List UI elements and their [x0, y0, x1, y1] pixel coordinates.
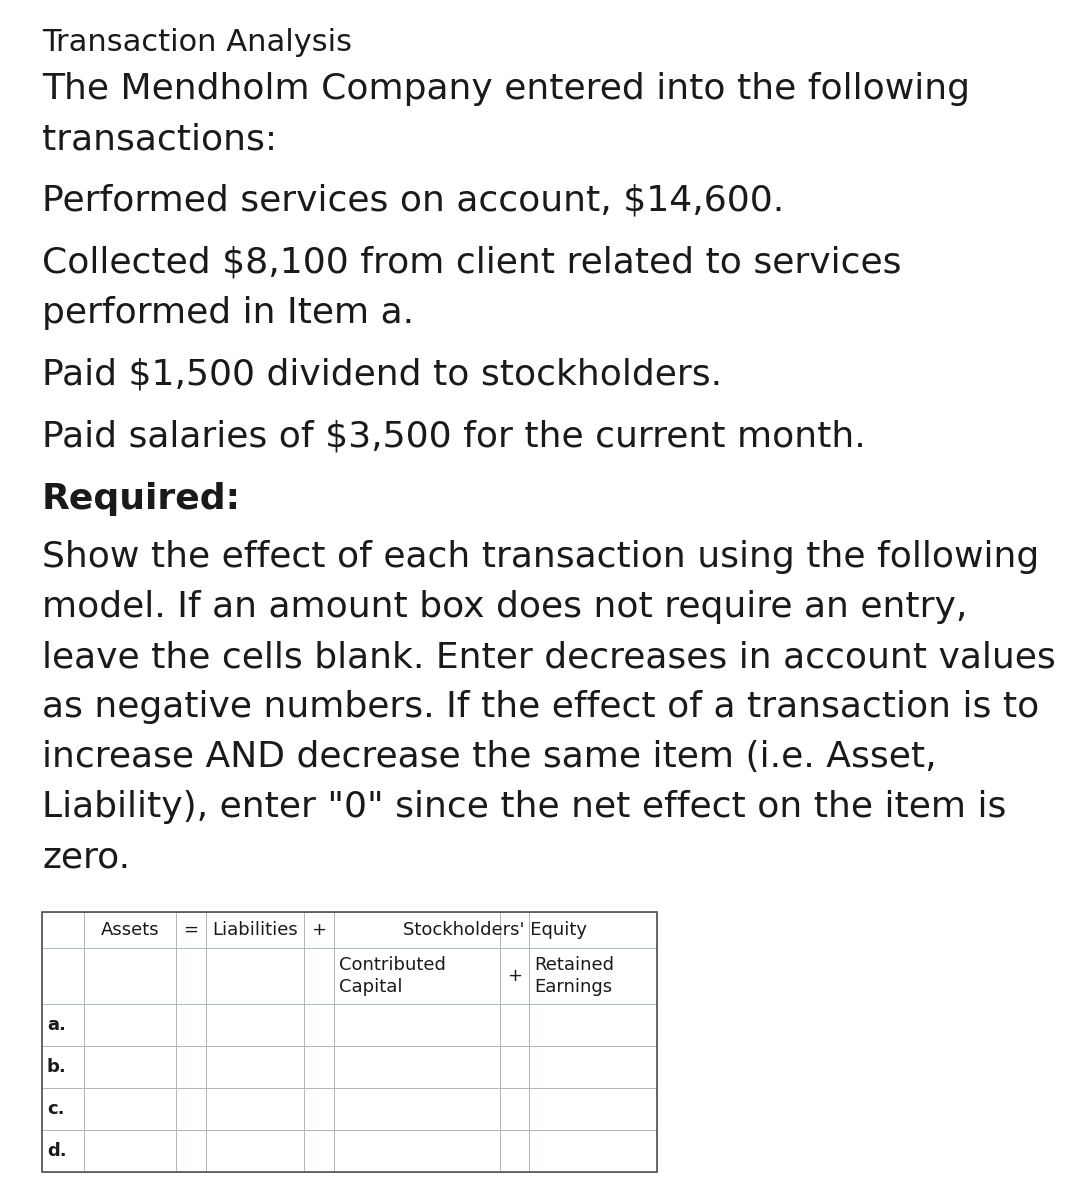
Bar: [176, 911, 205, 948]
Text: Show the effect of each transaction using the following: Show the effect of each transaction usin…: [42, 541, 1039, 574]
Bar: [303, 1046, 334, 1088]
Bar: [42, 1046, 84, 1088]
Bar: [205, 1088, 303, 1131]
Bar: [42, 911, 84, 948]
Bar: [205, 1131, 303, 1171]
Bar: [529, 948, 657, 1004]
Bar: [303, 1131, 334, 1171]
Text: d.: d.: [48, 1143, 67, 1159]
Bar: [176, 1046, 205, 1088]
Text: Performed services on account, $14,600.: Performed services on account, $14,600.: [42, 184, 784, 218]
Text: model. If an amount box does not require an entry,: model. If an amount box does not require…: [42, 590, 968, 624]
Bar: [334, 1131, 500, 1171]
Bar: [176, 948, 205, 1004]
Bar: [529, 911, 657, 948]
Bar: [334, 948, 500, 1004]
Bar: [176, 1131, 205, 1171]
Bar: [529, 1046, 657, 1088]
Bar: [205, 1046, 303, 1088]
Bar: [334, 1088, 500, 1131]
Bar: [500, 1004, 529, 1046]
Bar: [42, 948, 84, 1004]
Text: Paid salaries of $3,500 for the current month.: Paid salaries of $3,500 for the current …: [42, 420, 866, 454]
Bar: [500, 1131, 529, 1171]
Text: Retained
Earnings: Retained Earnings: [535, 956, 615, 996]
Bar: [84, 948, 176, 1004]
Text: +: +: [311, 921, 326, 939]
Bar: [84, 911, 176, 948]
Bar: [500, 948, 529, 1004]
Text: Required:: Required:: [42, 482, 241, 517]
Bar: [205, 1004, 303, 1046]
Text: Assets: Assets: [100, 921, 159, 939]
Bar: [500, 911, 529, 948]
Text: performed in Item a.: performed in Item a.: [42, 296, 414, 330]
Text: Collected $8,100 from client related to services: Collected $8,100 from client related to …: [42, 246, 902, 281]
Text: as negative numbers. If the effect of a transaction is to: as negative numbers. If the effect of a …: [42, 690, 1039, 724]
Text: The Mendholm Company entered into the following: The Mendholm Company entered into the fo…: [42, 72, 970, 106]
Text: +: +: [507, 967, 522, 985]
Bar: [334, 1046, 500, 1088]
Bar: [42, 1088, 84, 1131]
Text: a.: a.: [48, 1016, 66, 1034]
Text: c.: c.: [48, 1100, 65, 1119]
Bar: [529, 1131, 657, 1171]
Bar: [84, 1088, 176, 1131]
Bar: [303, 911, 334, 948]
Bar: [84, 1131, 176, 1171]
Bar: [529, 1004, 657, 1046]
Text: Paid $1,500 dividend to stockholders.: Paid $1,500 dividend to stockholders.: [42, 358, 723, 393]
Bar: [500, 1088, 529, 1131]
Text: Liability), enter "0" since the net effect on the item is: Liability), enter "0" since the net effe…: [42, 790, 1007, 824]
Bar: [42, 911, 657, 1171]
Text: zero.: zero.: [42, 840, 130, 874]
Text: transactions:: transactions:: [42, 122, 278, 157]
Bar: [176, 1088, 205, 1131]
Text: =: =: [184, 921, 199, 939]
Text: Stockholders' Equity: Stockholders' Equity: [403, 921, 588, 939]
Text: Transaction Analysis: Transaction Analysis: [42, 28, 352, 57]
Text: b.: b.: [48, 1058, 67, 1076]
Text: increase AND decrease the same item (i.e. Asset,: increase AND decrease the same item (i.e…: [42, 740, 936, 774]
Bar: [334, 1004, 500, 1046]
Bar: [205, 911, 303, 948]
Bar: [303, 1088, 334, 1131]
Bar: [334, 911, 500, 948]
Text: Liabilities: Liabilities: [212, 921, 298, 939]
Bar: [529, 1088, 657, 1131]
Bar: [500, 1046, 529, 1088]
Bar: [42, 1004, 84, 1046]
Text: leave the cells blank. Enter decreases in account values: leave the cells blank. Enter decreases i…: [42, 641, 1056, 674]
Bar: [84, 1004, 176, 1046]
Bar: [205, 948, 303, 1004]
Text: Contributed
Capital: Contributed Capital: [338, 956, 445, 996]
Bar: [303, 948, 334, 1004]
Bar: [303, 1004, 334, 1046]
Bar: [42, 1131, 84, 1171]
Bar: [84, 1046, 176, 1088]
Bar: [176, 1004, 205, 1046]
